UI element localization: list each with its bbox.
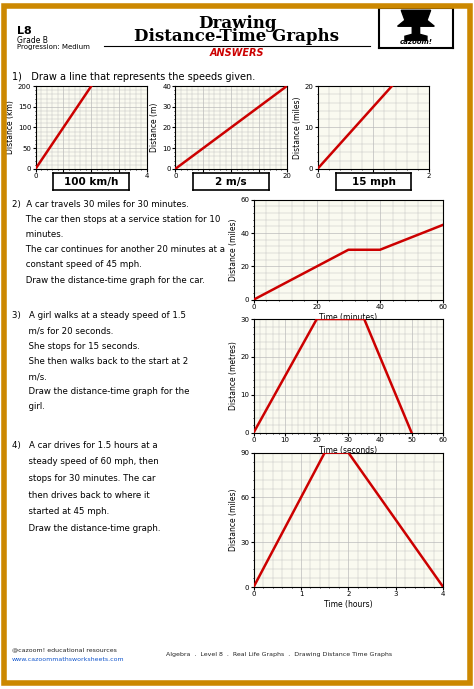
Text: cazoom!: cazoom!: [400, 39, 432, 45]
Text: L8: L8: [17, 26, 31, 37]
Text: 3)   A girl walks at a steady speed of 1.5: 3) A girl walks at a steady speed of 1.5: [12, 311, 186, 320]
Text: Algebra  .  Level 8  .  Real Life Graphs  .  Drawing Distance Time Graphs: Algebra . Level 8 . Real Life Graphs . D…: [166, 652, 392, 657]
Text: Distance-Time Graphs: Distance-Time Graphs: [135, 28, 339, 45]
Text: 100 km/h: 100 km/h: [64, 176, 118, 187]
Text: 1)   Draw a line that represents the speeds given.: 1) Draw a line that represents the speed…: [12, 72, 255, 83]
X-axis label: Time (seconds): Time (seconds): [319, 446, 377, 455]
Text: started at 45 mph.: started at 45 mph.: [12, 507, 109, 516]
Text: m/s.: m/s.: [12, 372, 47, 381]
Text: www.cazoommathsworksheets.com: www.cazoommathsworksheets.com: [12, 657, 125, 662]
Text: She then walks back to the start at 2: She then walks back to the start at 2: [12, 357, 188, 366]
Text: She stops for 15 seconds.: She stops for 15 seconds.: [12, 342, 140, 351]
Text: steady speed of 60 mph, then: steady speed of 60 mph, then: [12, 457, 159, 466]
Y-axis label: Distance (miles): Distance (miles): [228, 218, 237, 281]
Text: Drawing: Drawing: [198, 15, 276, 32]
Text: m/s for 20 seconds.: m/s for 20 seconds.: [12, 327, 113, 336]
X-axis label: Time (seconds): Time (seconds): [202, 182, 260, 191]
X-axis label: Time (hours): Time (hours): [349, 182, 398, 191]
Text: ANSWERS: ANSWERS: [210, 48, 264, 59]
Text: minutes.: minutes.: [12, 230, 63, 239]
Text: Draw the distance-time graph for the car.: Draw the distance-time graph for the car…: [12, 276, 205, 285]
Text: 4)   A car drives for 1.5 hours at a: 4) A car drives for 1.5 hours at a: [12, 441, 157, 450]
Text: 2)  A car travels 30 miles for 30 minutes.: 2) A car travels 30 miles for 30 minutes…: [12, 200, 189, 209]
Text: The car then stops at a service station for 10: The car then stops at a service station …: [12, 215, 220, 224]
Text: stops for 30 minutes. The car: stops for 30 minutes. The car: [12, 474, 155, 483]
Text: Progression: Medium: Progression: Medium: [17, 44, 90, 50]
Text: Draw the distance-time graph for the: Draw the distance-time graph for the: [12, 387, 189, 396]
X-axis label: Time (hours): Time (hours): [67, 182, 116, 191]
Polygon shape: [398, 10, 434, 40]
Y-axis label: Distance (miles): Distance (miles): [292, 96, 301, 158]
Text: girl.: girl.: [12, 402, 45, 411]
Text: Grade B: Grade B: [17, 36, 47, 45]
Y-axis label: Distance (km): Distance (km): [6, 101, 15, 154]
Y-axis label: Distance (miles): Distance (miles): [228, 489, 237, 551]
Text: then drives back to where it: then drives back to where it: [12, 491, 150, 500]
Text: 15 mph: 15 mph: [352, 176, 395, 187]
Text: 2 m/s: 2 m/s: [216, 176, 247, 187]
Text: The car continues for another 20 minutes at a: The car continues for another 20 minutes…: [12, 245, 225, 254]
Text: Draw the distance-time graph.: Draw the distance-time graph.: [12, 524, 160, 533]
Y-axis label: Distance (m): Distance (m): [150, 103, 159, 152]
Text: @cazoom! educational resources: @cazoom! educational resources: [12, 648, 117, 652]
X-axis label: Time (minutes): Time (minutes): [319, 313, 377, 322]
X-axis label: Time (hours): Time (hours): [324, 600, 373, 609]
Text: constant speed of 45 mph.: constant speed of 45 mph.: [12, 260, 142, 269]
Y-axis label: Distance (metres): Distance (metres): [228, 342, 237, 410]
